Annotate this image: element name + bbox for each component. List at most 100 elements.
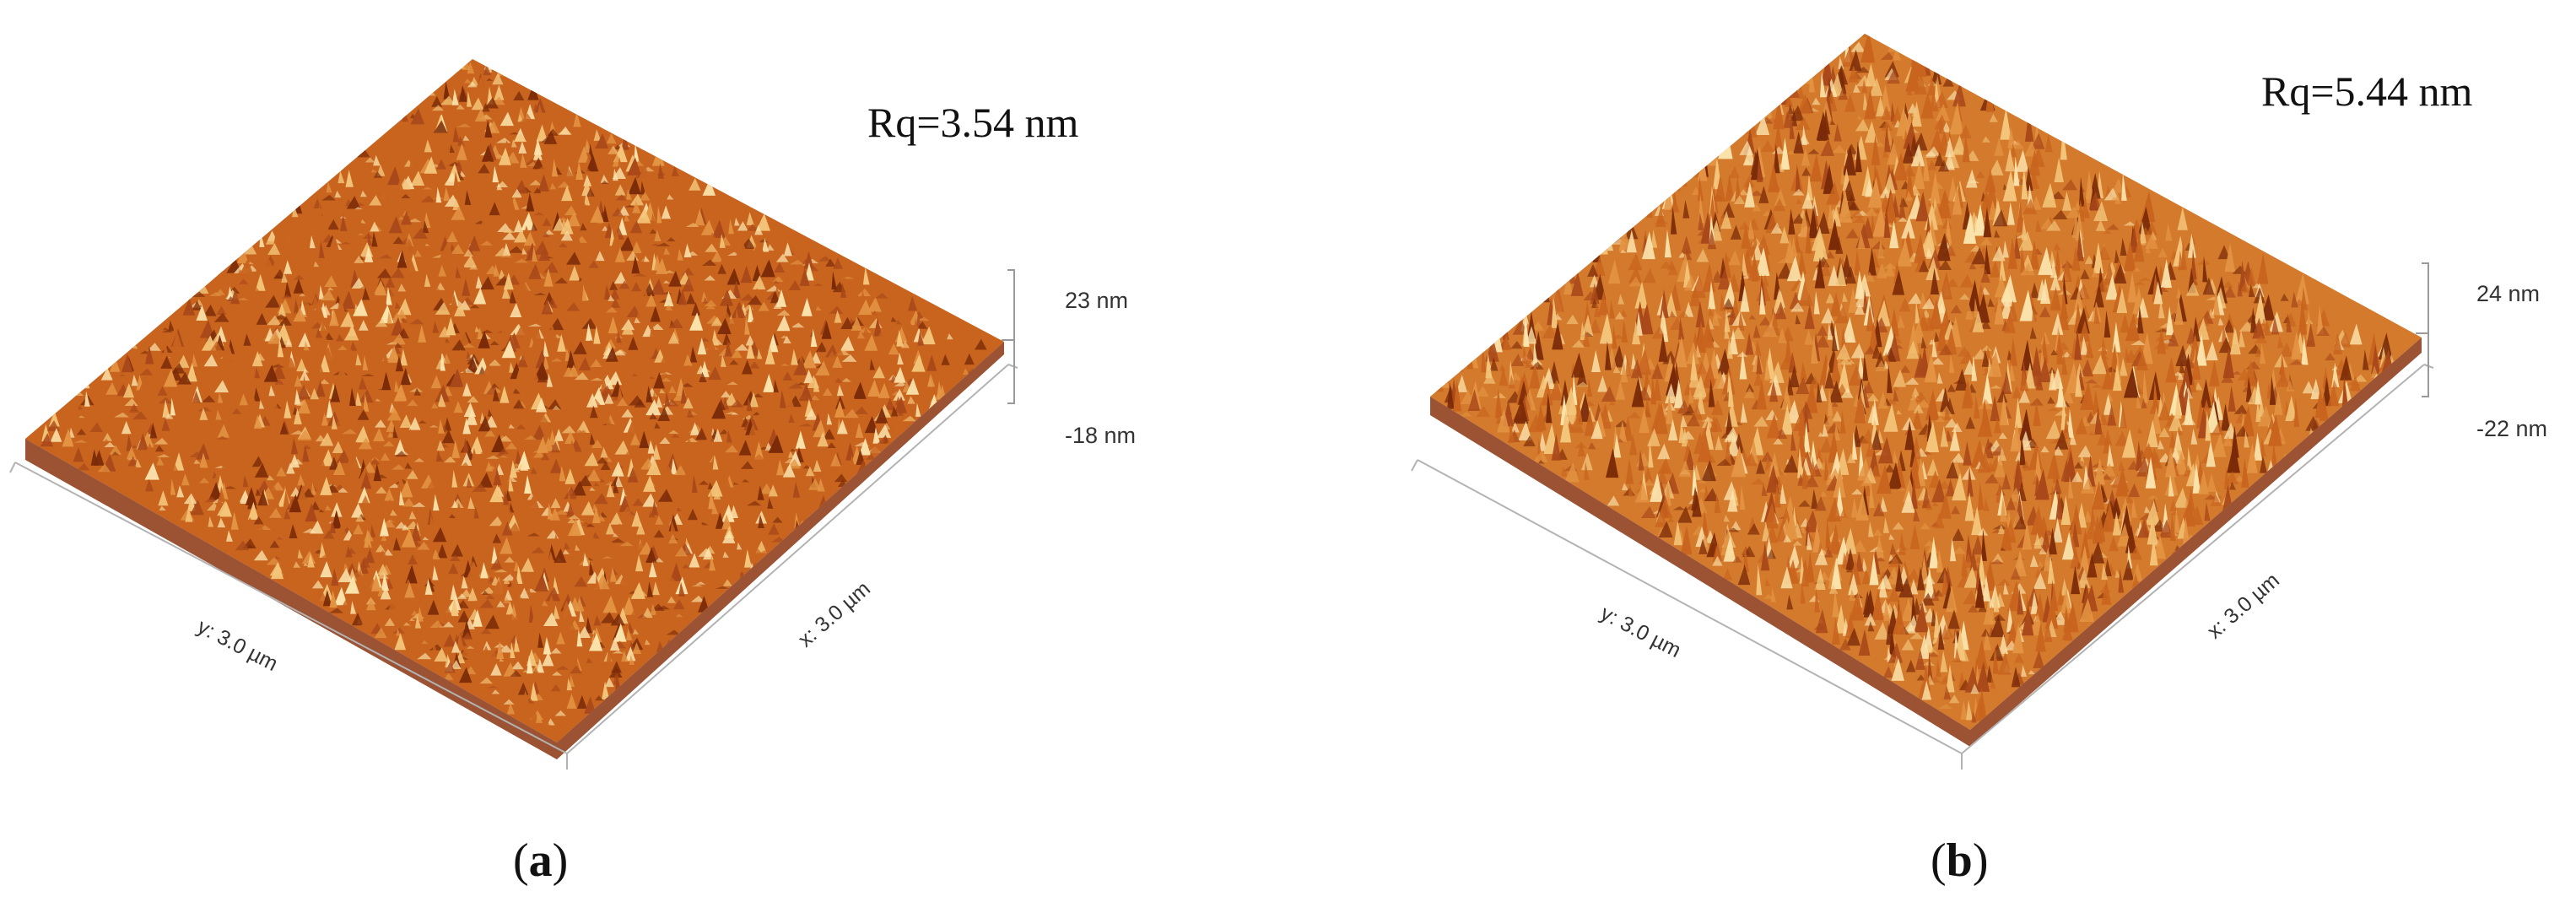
texture-spike [375,318,388,327]
texture-spike [582,553,589,566]
texture-spike [2009,337,2018,366]
texture-spike [2211,422,2225,435]
texture-spike [362,276,375,285]
texture-spike [593,325,601,344]
texture-spike [1779,226,1790,244]
texture-spike [586,154,599,172]
texture-spike [1697,176,1704,202]
texture-spike [1752,203,1762,212]
texture-spike [586,339,597,354]
texture-spike [1620,361,1628,383]
texture-spike [122,383,135,398]
texture-spike [507,702,516,715]
texture-spike [276,537,284,540]
texture-spike [569,674,575,688]
texture-spike [683,397,694,409]
texture-spike [1538,460,1545,464]
texture-spike [2052,209,2068,219]
texture-spike [346,471,359,483]
texture-spike [500,111,514,127]
texture-spike [832,355,843,368]
texture-spike [312,300,325,319]
texture-spike [625,628,633,640]
texture-spike [1563,386,1578,416]
texture-spike [2260,436,2266,456]
texture-spike [674,546,688,557]
texture-spike [1939,272,1952,300]
texture-spike [2349,323,2363,345]
texture-spike [822,387,833,397]
texture-spike [1681,428,1690,447]
panel-letter-a: a [529,834,553,887]
texture-spike [2053,457,2060,483]
texture-spike [2101,336,2107,354]
texture-spike [554,548,567,564]
texture-spike [2130,340,2146,346]
texture-spike [503,490,510,505]
texture-spike [180,444,192,453]
texture-spike [526,192,535,212]
texture-spike [2160,259,2172,288]
texture-spike [451,255,467,274]
texture-spike [643,617,651,623]
texture-spike [2039,548,2047,554]
texture-spike [1847,201,1860,211]
texture-spike [441,424,448,433]
texture-spike [627,157,641,176]
texture-spike [656,396,663,408]
texture-spike [1510,354,1525,366]
texture-spike [462,255,478,267]
texture-spike [2130,224,2139,253]
texture-spike [467,561,480,579]
texture-spike [220,456,232,471]
texture-spike [466,350,473,362]
texture-spike [1820,261,1832,277]
texture-spike [435,302,451,315]
texture-spike [634,143,640,162]
texture-spike [2088,431,2096,435]
texture-spike [2294,273,2309,305]
texture-spike [1961,466,1976,480]
texture-spike [395,451,408,457]
texture-spike [546,668,554,677]
texture-spike [1965,416,1975,429]
texture-spike [564,486,578,500]
texture-spike [281,294,293,299]
texture-spike [2319,392,2329,421]
texture-spike [1607,495,1620,506]
texture-spike [1542,282,1550,303]
texture-spike [2045,419,2061,440]
texture-spike [694,506,703,512]
texture-spike [1920,522,1931,530]
texture-spike [542,464,554,467]
texture-spike [127,456,138,467]
texture-spike [573,341,587,354]
texture-spike [775,253,789,262]
texture-spike [132,411,148,420]
texture-spike [2040,278,2051,305]
texture-spike [610,613,625,626]
texture-spike [2075,417,2087,435]
texture-spike [440,563,446,581]
texture-spike [1894,564,1904,592]
texture-spike [2166,305,2174,336]
texture-spike [197,407,212,412]
texture-spike [655,515,664,525]
texture-spike [1914,73,1927,95]
texture-spike [1756,378,1767,410]
texture-spike [2192,462,2201,494]
texture-spike [818,451,824,470]
texture-spike [2013,156,2020,186]
texture-spike [669,529,676,535]
texture-spike [307,553,315,568]
texture-spike [503,273,514,290]
texture-spike [338,154,354,169]
texture-spike [632,629,640,635]
texture-spike [483,640,492,651]
texture-spike [97,463,111,473]
texture-spike [1631,377,1644,408]
texture-spike [645,399,662,416]
texture-spike [776,310,791,316]
texture-spike [393,383,408,402]
texture-spike [2244,429,2249,448]
